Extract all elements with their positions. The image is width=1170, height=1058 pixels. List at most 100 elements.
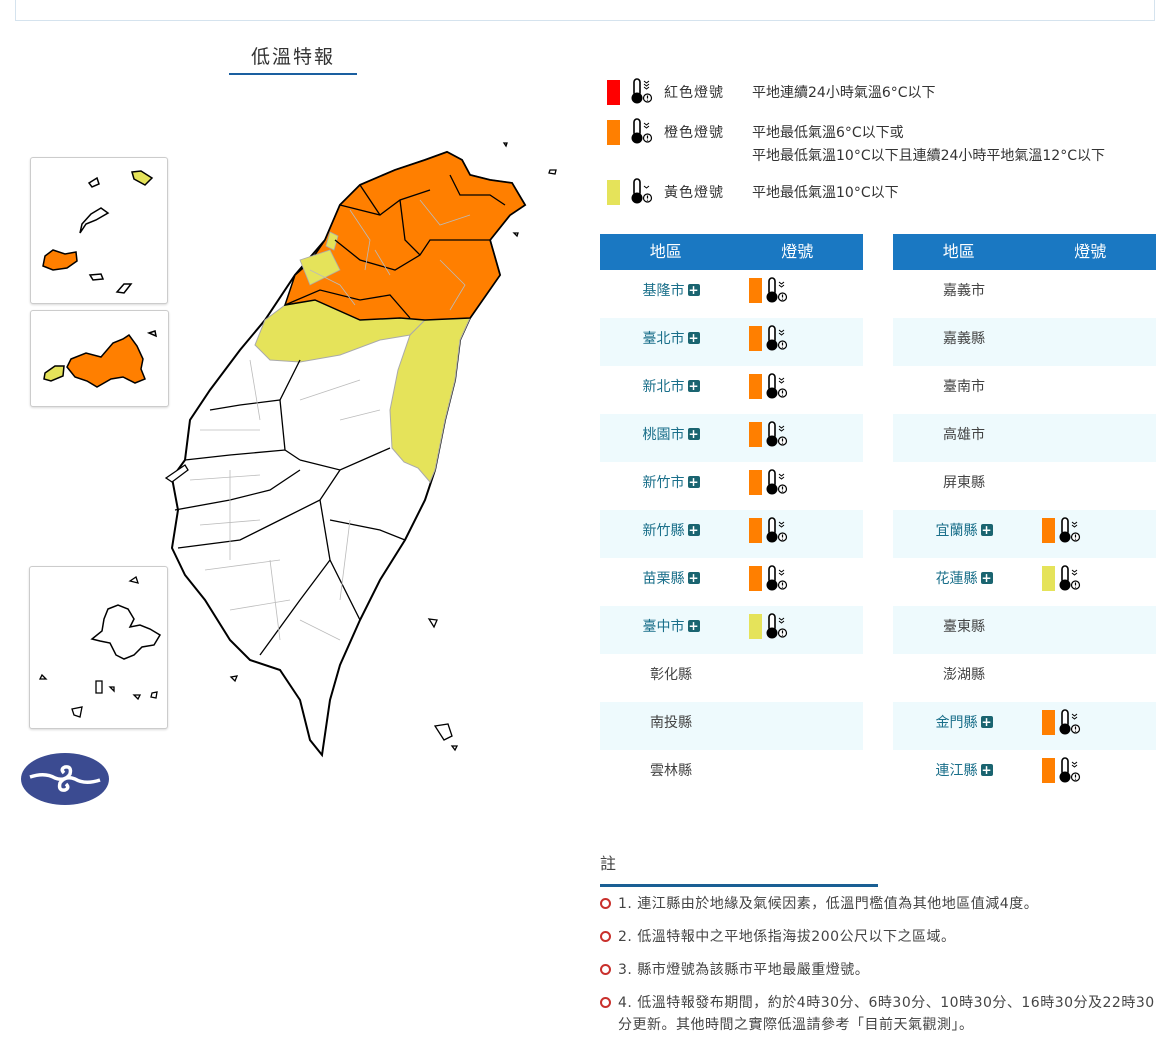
table-row: 連江縣 +	[893, 750, 1156, 798]
region-cell: 宜蘭縣 +	[893, 510, 1035, 558]
table-row: 新竹縣 +	[600, 510, 863, 558]
cwa-logo	[20, 752, 110, 806]
region-link[interactable]: 桃園市	[642, 427, 685, 443]
lienchiang-map	[42, 170, 154, 294]
signal-cell	[742, 558, 863, 606]
signal-cell	[1035, 462, 1156, 510]
signal-swatch-orange	[1042, 758, 1055, 783]
header-signal: 燈號	[781, 242, 814, 261]
region-label: 屏東縣	[943, 475, 985, 491]
table-row: 南投縣	[600, 702, 863, 750]
expand-plus-icon[interactable]: +	[687, 331, 700, 345]
yellow-swatch	[607, 180, 620, 205]
signal-cell	[1035, 318, 1156, 366]
thermometer-low-temp-icon	[764, 469, 790, 497]
table-row: 金門縣 +	[893, 702, 1156, 750]
region-label: 南投縣	[650, 715, 692, 731]
region-label: 雲林縣	[650, 763, 692, 779]
table-row: 臺東縣	[893, 606, 1156, 654]
penghu-map	[38, 575, 162, 718]
region-cell: 雲林縣	[600, 750, 742, 798]
signal-swatch-orange	[749, 422, 762, 447]
table-row: 嘉義市	[893, 270, 1156, 318]
note-item: 2. 低溫特報中之平地係指海拔200公尺以下之區域。	[600, 926, 1160, 948]
region-cell: 臺南市	[893, 366, 1035, 414]
expand-plus-icon[interactable]: +	[980, 523, 993, 537]
top-panel-border	[15, 0, 1155, 21]
signal-swatch-orange	[749, 326, 762, 351]
region-link[interactable]: 臺中市	[642, 619, 685, 635]
signal-swatch-orange	[749, 470, 762, 495]
thermometer-low-temp-icon	[764, 277, 790, 305]
thermometer-low-temp-icon	[629, 78, 655, 106]
expand-plus-icon[interactable]: +	[687, 523, 700, 537]
signal-cell	[742, 702, 863, 750]
region-cell: 彰化縣	[600, 654, 742, 702]
note-item: 1. 連江縣由於地緣及氣候因素，低溫門檻值為其他地區值減4度。	[600, 893, 1160, 915]
region-link[interactable]: 金門縣	[935, 715, 978, 731]
signal-cell	[1035, 558, 1156, 606]
signal-cell	[1035, 270, 1156, 318]
header-region: 地區	[942, 242, 975, 261]
expand-plus-icon[interactable]: +	[687, 475, 700, 489]
thermometer-low-temp-icon	[764, 517, 790, 545]
region-cell: 臺東縣	[893, 606, 1035, 654]
thermometer-low-temp-icon	[764, 373, 790, 401]
table-row: 雲林縣	[600, 750, 863, 798]
table-row: 嘉義縣	[893, 318, 1156, 366]
region-link[interactable]: 新北市	[642, 379, 685, 395]
region-cell: 花蓮縣 +	[893, 558, 1035, 606]
region-hualien	[389, 317, 471, 483]
signal-cell	[742, 414, 863, 462]
region-cell: 臺中市 +	[600, 606, 742, 654]
region-label: 彰化縣	[650, 667, 692, 683]
signal-cell	[742, 654, 863, 702]
header-region: 地區	[649, 242, 682, 261]
signal-cell	[742, 462, 863, 510]
inset-map-kinmen[interactable]	[30, 310, 169, 407]
signal-cell	[742, 366, 863, 414]
inset-map-penghu[interactable]	[29, 566, 168, 729]
region-link[interactable]: 宜蘭縣	[935, 523, 978, 539]
inset-map-lienchiang[interactable]	[30, 157, 168, 304]
signal-cell	[1035, 366, 1156, 414]
table-row: 臺南市	[893, 366, 1156, 414]
expand-plus-icon[interactable]: +	[980, 715, 993, 729]
region-label: 嘉義市	[943, 283, 985, 299]
region-link[interactable]: 新竹縣	[642, 523, 685, 539]
region-link[interactable]: 基隆市	[642, 283, 685, 299]
thermometer-low-temp-icon	[1057, 517, 1083, 545]
signal-cell	[1035, 750, 1156, 798]
expand-plus-icon[interactable]: +	[687, 571, 700, 585]
note-item: 3. 縣市燈號為該縣市平地最嚴重燈號。	[600, 959, 1160, 981]
taiwan-map[interactable]	[160, 140, 570, 760]
expand-plus-icon[interactable]: +	[980, 571, 993, 585]
region-label: 臺南市	[943, 379, 985, 395]
expand-plus-icon[interactable]: +	[687, 283, 700, 297]
expand-plus-icon[interactable]: +	[687, 379, 700, 393]
region-cell: 南投縣	[600, 702, 742, 750]
signal-swatch-orange	[749, 566, 762, 591]
bullet-icon	[600, 997, 611, 1008]
region-cell: 連江縣 +	[893, 750, 1035, 798]
region-link[interactable]: 苗栗縣	[642, 571, 685, 587]
expand-plus-icon[interactable]: +	[687, 427, 700, 441]
signal-cell	[1035, 510, 1156, 558]
kinmen-map	[43, 330, 158, 388]
table-row: 高雄市	[893, 414, 1156, 462]
thermometer-low-temp-icon	[764, 613, 790, 641]
region-link[interactable]: 臺北市	[642, 331, 685, 347]
region-link[interactable]: 花蓮縣	[935, 571, 978, 587]
table-row: 澎湖縣	[893, 654, 1156, 702]
table-row: 新竹市 +	[600, 462, 863, 510]
region-link[interactable]: 連江縣	[935, 763, 978, 779]
expand-plus-icon[interactable]: +	[687, 619, 700, 633]
table-row: 屏東縣	[893, 462, 1156, 510]
signal-swatch-orange	[749, 278, 762, 303]
expand-plus-icon[interactable]: +	[980, 763, 993, 777]
region-label: 臺東縣	[943, 619, 985, 635]
thermometer-low-temp-icon	[1057, 565, 1083, 593]
region-link[interactable]: 新竹市	[642, 475, 685, 491]
header-signal: 燈號	[1074, 242, 1107, 261]
